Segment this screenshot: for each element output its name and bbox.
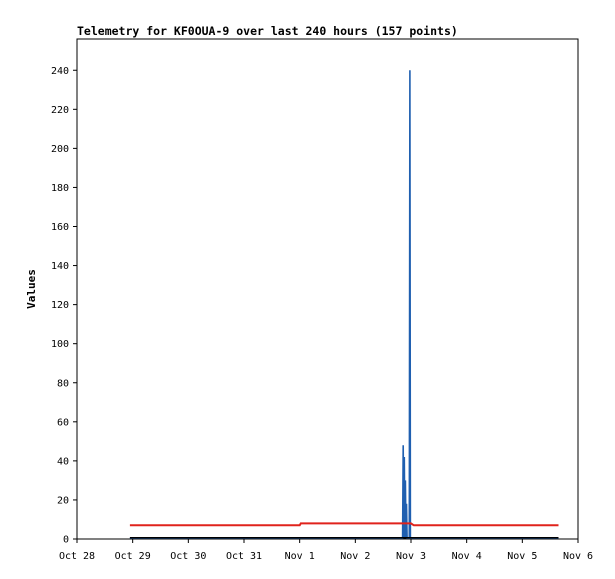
plot-frame: [76, 38, 579, 540]
y-tick-label: 40: [57, 456, 69, 467]
x-tick-label: Nov 5: [507, 551, 537, 562]
x-tick-label: Nov 6: [563, 551, 593, 562]
y-tick-label: 160: [51, 222, 69, 233]
y-tick-label: 120: [51, 300, 69, 311]
x-axis: Oct 28 Oct 29 Oct 30 Oct 31 Nov 1 Nov 2 Nov 3 N…: [59, 539, 593, 562]
x-tick-label: Nov 4: [452, 551, 482, 562]
y-tick-label: 180: [51, 183, 69, 194]
x-tick-label: Oct 30: [170, 551, 206, 562]
y-axis: 0 20 40 60 80 100 120 140 160 180 200 220 240: [51, 66, 77, 546]
y-tick-label: 140: [51, 261, 69, 272]
y-axis-label: Values: [25, 269, 38, 309]
series-line-1: [129, 70, 559, 539]
y-tick-label: 220: [51, 105, 69, 116]
x-tick-label: Nov 3: [396, 551, 426, 562]
y-tick-label: 240: [51, 66, 69, 77]
y-tick-label: 200: [51, 144, 69, 155]
chart-title: Telemetry for KF0OUA-9 over last 240 hou…: [77, 24, 458, 38]
y-tick-label: 60: [57, 417, 69, 428]
y-tick-label: 0: [63, 535, 69, 546]
y-tick-label: 100: [51, 339, 69, 350]
series-line-3: [129, 522, 559, 527]
x-tick-label: Oct 31: [226, 551, 262, 562]
x-tick-label: Oct 28: [59, 551, 95, 562]
x-tick-label: Nov 2: [340, 551, 370, 562]
x-tick-label: Nov 1: [285, 551, 315, 562]
series-layer: [129, 70, 559, 539]
y-tick-label: 80: [57, 378, 69, 389]
y-tick-label: 20: [57, 495, 69, 506]
x-tick-label: Oct 29: [115, 551, 151, 562]
